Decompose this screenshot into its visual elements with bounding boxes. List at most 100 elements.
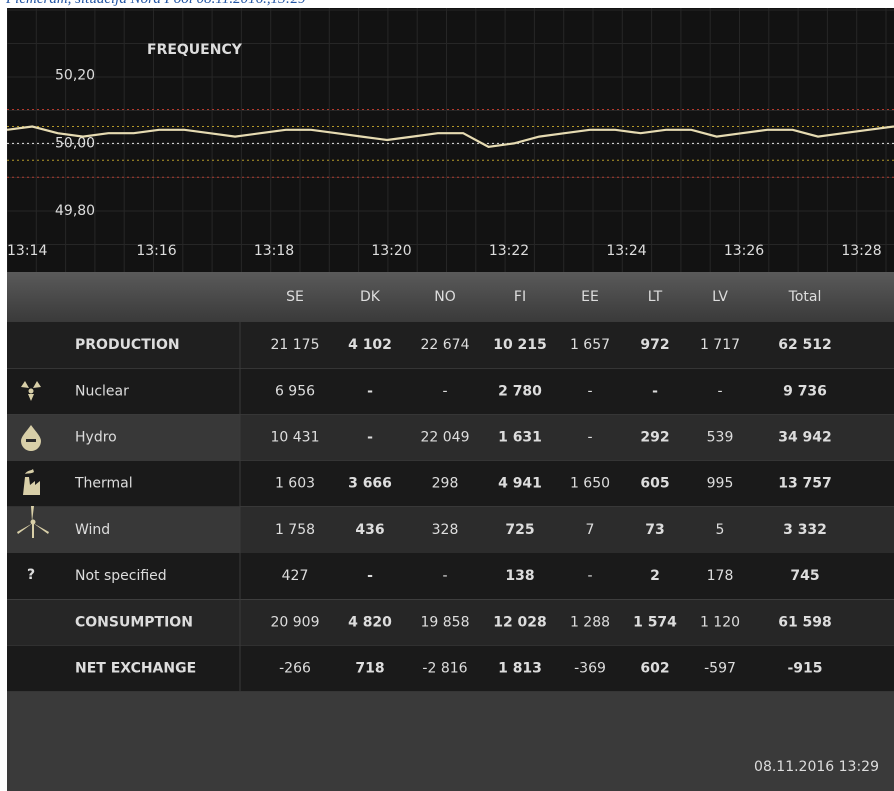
cell: 427 <box>282 568 309 584</box>
table-row <box>7 645 894 692</box>
row-label: Wind <box>75 522 110 538</box>
column-header: SE <box>286 289 304 305</box>
cell: -915 <box>787 661 822 677</box>
cell: 1 288 <box>570 614 610 630</box>
x-tick-label: 13:22 <box>489 243 529 259</box>
cell: 6 956 <box>275 383 315 399</box>
cell: 298 <box>432 476 459 492</box>
cell: 138 <box>505 568 534 584</box>
cell: 22 674 <box>421 337 470 353</box>
column-header: NO <box>434 289 456 305</box>
row-label: CONSUMPTION <box>75 614 193 630</box>
cell: 61 598 <box>778 614 832 630</box>
cell: 1 758 <box>275 522 315 538</box>
table-row <box>7 322 894 369</box>
x-tick-label: 13:24 <box>606 243 646 259</box>
x-tick-label: 13:18 <box>254 243 294 259</box>
cell: - <box>652 383 658 399</box>
cell: - <box>717 383 722 399</box>
cell: - <box>442 568 447 584</box>
cell: 62 512 <box>778 337 832 353</box>
cell: 3 332 <box>783 522 827 538</box>
icons: ? <box>17 381 49 583</box>
column-header: FI <box>514 289 526 305</box>
row-label: PRODUCTION <box>75 337 180 353</box>
cell: 9 736 <box>783 383 827 399</box>
column-header: Total <box>788 289 822 305</box>
frequency-line <box>7 125 894 148</box>
cell: 1 813 <box>498 661 542 677</box>
cell: 4 820 <box>348 614 392 630</box>
label-cell <box>7 506 240 553</box>
cell: 21 175 <box>271 337 320 353</box>
row-label: NET EXCHANGE <box>75 661 196 677</box>
row-label: Not specified <box>75 568 167 584</box>
cell: 7 <box>586 522 595 538</box>
table-rows: PRODUCTION 21 175 4 102 22 674 10 215 1 657 97… <box>7 322 894 692</box>
column-header: DK <box>360 289 381 305</box>
cell: 2 780 <box>498 383 542 399</box>
nuclear-icon <box>21 381 41 401</box>
cell: 292 <box>640 430 669 446</box>
hydro-icon <box>21 425 41 451</box>
cell: -2 816 <box>422 661 467 677</box>
x-tick-label: 13:16 <box>136 243 176 259</box>
cell: 972 <box>640 337 669 353</box>
question-icon: ? <box>27 567 35 583</box>
cell: - <box>442 383 447 399</box>
table-row <box>7 599 894 646</box>
cell: 328 <box>432 522 459 538</box>
cell: 73 <box>645 522 664 538</box>
cell: - <box>587 430 592 446</box>
cell: 12 028 <box>493 614 547 630</box>
cell: 1 717 <box>700 337 740 353</box>
table-header <box>7 272 894 322</box>
thermal-icon <box>23 469 40 495</box>
cell: 1 574 <box>633 614 677 630</box>
cell: - <box>587 383 592 399</box>
caption: Piemēram, situācija Nord Pool 08.11.2016… <box>6 0 306 8</box>
cell: - <box>367 430 373 446</box>
chart-bg <box>7 8 894 272</box>
cell: 1 120 <box>700 614 740 630</box>
x-tick-label: 13:20 <box>371 243 411 259</box>
cell: 10 215 <box>493 337 547 353</box>
column-header: LV <box>712 289 728 305</box>
cell: 436 <box>355 522 384 538</box>
cell: 4 102 <box>348 337 392 353</box>
cell: 13 757 <box>778 476 832 492</box>
cell: 1 603 <box>275 476 315 492</box>
x-tick-label: 13:26 <box>724 243 764 259</box>
y-tick-label: 50,00 <box>55 135 95 151</box>
timestamp: 08.11.2016 13:29 <box>754 759 879 775</box>
cell: 725 <box>505 522 534 538</box>
wind-icon <box>17 506 49 538</box>
column-header: EE <box>581 289 599 305</box>
cell: -597 <box>704 661 736 677</box>
cell: - <box>587 568 592 584</box>
dashboard: FREQUENCY PRODUCTION 21 175 4 102 22 674 10 … <box>7 8 894 791</box>
cell: 5 <box>716 522 725 538</box>
x-tick-label: 13:28 <box>841 243 881 259</box>
y-tick-label: 49,80 <box>55 203 95 219</box>
column-header: LT <box>648 289 663 305</box>
x-tick-label: 13:14 <box>7 243 47 259</box>
cell: 718 <box>355 661 384 677</box>
cell: 1 650 <box>570 476 610 492</box>
cell: 995 <box>707 476 734 492</box>
cell: - <box>367 383 373 399</box>
cell: 1 657 <box>570 337 610 353</box>
cell: 745 <box>790 568 819 584</box>
table-row <box>7 460 894 507</box>
cell: 1 631 <box>498 430 542 446</box>
row-label: Nuclear <box>75 383 129 399</box>
cell: 10 431 <box>271 430 320 446</box>
cell: 34 942 <box>778 430 832 446</box>
y-tick-label: 50,20 <box>55 68 95 84</box>
table-footer <box>7 691 894 791</box>
cell: 539 <box>707 430 734 446</box>
cell: 602 <box>640 661 669 677</box>
cell: 19 858 <box>421 614 470 630</box>
cell: 605 <box>640 476 669 492</box>
